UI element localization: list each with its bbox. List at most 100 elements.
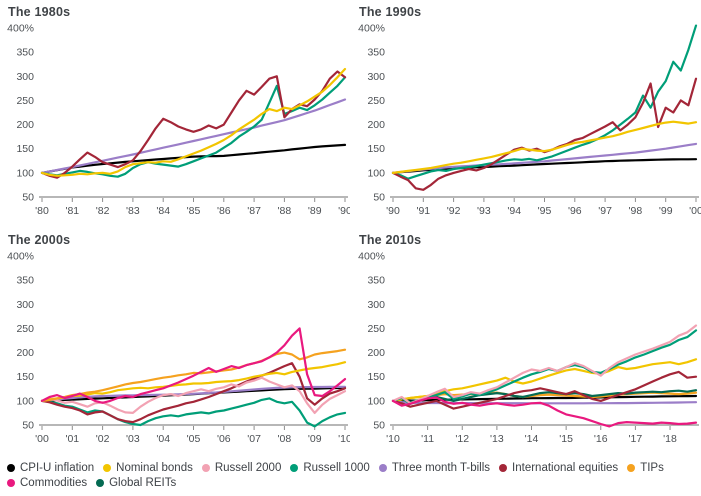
series-line-russell-1000 [40,397,347,428]
x-axis-tick-label: '00 [35,433,49,445]
x-axis-tick-label: '03 [126,433,140,445]
y-axis-tick-label: 250 [16,323,34,335]
legend-label: Global REITs [109,476,177,489]
chart-1990s: 400% 350 300 250 200 150 100 50'90 '91 '92 '93 '94 '… [358,23,701,218]
y-axis-tick-label: 50 [373,192,385,204]
legend-label: CPI-U inflation [20,461,95,474]
legend: CPI-U inflation Nominal bonds Russell 2000… [0,456,701,490]
y-axis-tick-label: 150 [16,371,34,383]
x-axis-tick-label: '12 [455,433,469,445]
panel-title-2000s: The 2000s [8,233,71,247]
panel-1990s: The 1990s 400% 350 300 250 200 150 100 50'90 '91… [351,0,701,228]
y-axis-tick-label: 350 [16,47,34,59]
x-axis-tick-label: '88 [278,205,292,217]
legend-dot-icon [7,478,15,487]
panel-2000s: The 2000s 400% 350 300 250 200 150 100 50'00 '01… [0,228,352,456]
legend-item-global-reits: Global REITs [96,477,176,489]
x-axis-tick-label: '18 [663,433,677,445]
x-axis-tick-label: '08 [278,433,292,445]
series-line-cpi-u-inflation [391,394,698,402]
y-axis-tick-label: 300 [16,71,34,83]
x-axis-tick-label: '97 [598,205,612,217]
y-axis-tick-label: 350 [367,47,385,59]
series-line-cpi-u-inflation [391,158,698,174]
chart-2010s: 400% 350 300 250 200 150 100 50'10 '11 '12 '13 '14 '… [358,251,699,445]
series-line-commodities [40,327,347,404]
panel-2010s: The 2010s 400% 350 300 250 200 150 100 50'10 '11… [351,228,701,456]
y-axis-tick-label: 50 [373,420,385,432]
y-axis-tick-label: 400% [7,251,34,263]
legend-row-1: CPI-U inflation Nominal bonds Russell 2000… [7,460,701,475]
x-axis-tick-label: '90 [338,205,350,217]
x-axis-tick-label: '96 [568,205,582,217]
series-line-commodities [391,396,698,428]
y-axis-tick-label: 150 [16,143,34,155]
x-axis-tick-label: '10 [338,433,350,445]
legend-label: Three month T-bills [391,461,491,474]
y-axis-tick-label: 150 [367,371,385,383]
y-axis-tick-label: 400% [358,23,385,35]
y-axis-tick-label: 200 [367,119,385,131]
legend-item-cpi-u-inflation: CPI-U inflation [7,462,94,474]
x-axis-tick-label: '85 [187,205,201,217]
y-axis-tick-label: 100 [367,395,385,407]
x-axis-tick-label: '06 [217,433,231,445]
x-axis-tick-label: '98 [629,205,643,217]
panel-title-1980s: The 1980s [8,5,71,19]
y-axis-tick-label: 250 [367,95,385,107]
x-axis-tick-label: '15 [559,433,573,445]
series-line-tips [40,348,347,402]
y-axis-tick-label: 400% [7,23,34,35]
y-axis-tick-label: 200 [367,347,385,359]
x-axis-tick-label: '86 [217,205,231,217]
y-axis-tick-label: 300 [16,299,34,311]
legend-label: TIPs [640,461,664,474]
series-line-nominal-bonds [40,361,347,402]
legend-label: Russell 1000 [303,461,370,474]
panel-title-2010s: The 2010s [359,233,422,247]
x-axis-tick-label: '84 [156,205,170,217]
series-line-russell-2000 [40,376,347,414]
legend-label: Nominal bonds [116,461,193,474]
x-axis-tick-label: '90 [386,205,400,217]
x-axis-tick-label: '16 [594,433,608,445]
series-line-russell-1000 [40,76,347,178]
x-axis-tick-label: '04 [156,433,170,445]
x-axis-tick-label: '91 [416,205,430,217]
legend-item-russell-2000: Russell 2000 [201,461,282,474]
legend-item-nominal-bonds: Nominal bonds [103,462,193,474]
panel-1980s: The 1980s 400% 350 300 250 200 150 100 50'80 '81… [0,0,352,228]
x-axis-tick-label: '07 [247,433,261,445]
x-axis-tick-label: '11 [421,433,434,445]
x-axis-tick-label: '10 [386,433,400,445]
x-axis-tick-label: '09 [308,433,322,445]
legend-item-international-equities: International equities [499,462,618,474]
series-line-nominal-bonds [391,120,698,174]
x-axis-tick-label: '81 [65,205,79,217]
series-line-global-reits [391,389,698,403]
x-axis-tick-label: '95 [538,205,552,217]
legend-item-three-month-t-bills: Three month T-bills [378,461,491,474]
x-axis-tick-label: '89 [308,205,322,217]
legend-dot-icon [201,463,210,472]
x-axis-tick-label: '92 [447,205,461,217]
legend-label: Russell 2000 [214,461,282,474]
x-axis-tick-label: '83 [126,205,140,217]
legend-dot-icon [627,463,636,472]
legend-dot-icon [499,463,508,472]
y-axis-tick-label: 200 [16,119,34,131]
y-axis-tick-label: 100 [367,167,385,179]
series-line-three-month-t-bills [391,142,698,174]
legend-row-2: Commodities Global REITs [7,475,701,490]
chart-1980s: 400% 350 300 250 200 150 100 50'80 '81 '82 '83 '84 '… [7,23,352,218]
x-axis-tick-label: '80 [35,205,49,217]
y-axis-tick-label: 300 [367,299,385,311]
x-axis-tick-label: '94 [507,205,521,217]
series-line-international-equities [391,77,698,191]
x-axis-tick-label: '87 [247,205,261,217]
x-axis-tick-label: '05 [187,433,201,445]
x-axis-tick-label: '17 [629,433,643,445]
legend-dot-icon [96,478,105,487]
series-line-russell-1000 [391,24,698,180]
